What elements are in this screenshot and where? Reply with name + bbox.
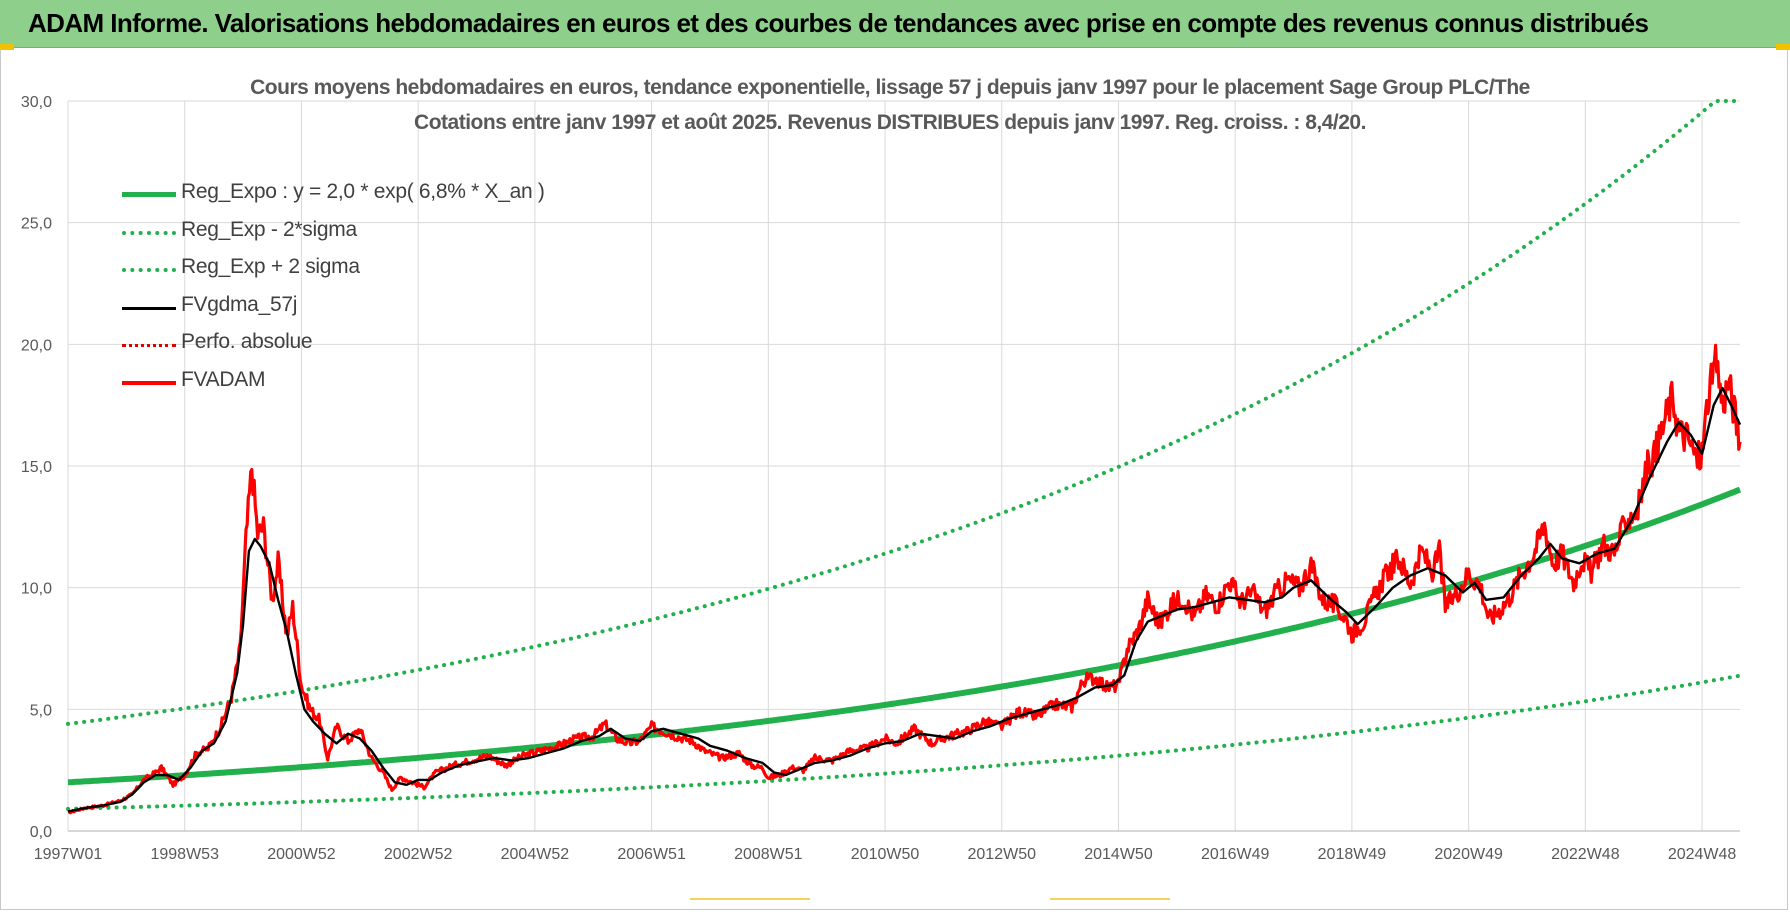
x-tick-label: 2018W49: [1318, 846, 1387, 863]
corner-marker-right: [1776, 44, 1790, 50]
y-tick-label: 15,0: [21, 459, 52, 476]
series-reg-exp-plus-2sigma: [66, 99, 1742, 726]
bottom-accent-right: [1050, 898, 1170, 900]
x-tick-label: 2002W52: [384, 846, 453, 863]
legend-label-fvgdma: FVgdma_57j: [181, 292, 298, 316]
legend-swatch-perfo: [122, 344, 176, 347]
bottom-accent-left: [690, 898, 810, 900]
x-tick-label: 1997W01: [34, 846, 103, 863]
x-tick-label: 2006W51: [617, 846, 686, 863]
x-tick-label: 2010W50: [851, 846, 920, 863]
legend-swatch-reg-exp-plus: [122, 268, 176, 272]
y-tick-label: 0,0: [30, 824, 52, 841]
header-banner: ADAM Informe. Valorisations hebdomadaire…: [0, 0, 1790, 48]
legend-label-reg-expo: Reg_Expo : y = 2,0 * exp( 6,8% * X_an ): [181, 180, 545, 203]
series-reg-exp-minus-2sigma: [66, 673, 1742, 811]
series-fvgdma-57j: [67, 386, 1742, 813]
y-tick-label: 20,0: [21, 337, 52, 354]
chart-title-line-1: Cours moyens hebdomadaires en euros, ten…: [250, 76, 1530, 99]
corner-marker-left: [0, 44, 14, 50]
y-tick-label: 25,0: [21, 216, 52, 233]
legend-swatch-reg-expo: [122, 192, 176, 197]
legend-label-reg-exp-plus: Reg_Exp + 2 sigma: [181, 255, 360, 278]
legend-swatch-fvadam: [122, 380, 176, 385]
y-tick-label: 10,0: [21, 581, 52, 598]
legend-label-fvadam: FVADAM: [181, 367, 266, 391]
legend-label-perfo: Perfo. absolue: [181, 330, 313, 353]
page-title: ADAM Informe. Valorisations hebdomadaire…: [28, 8, 1649, 38]
x-tick-label: 2024W48: [1668, 846, 1737, 863]
x-tick-label: 2012W50: [968, 846, 1037, 863]
y-tick-label: 5,0: [30, 702, 52, 719]
x-tick-label: 1998W53: [150, 846, 219, 863]
x-tick-label: 2016W49: [1201, 846, 1270, 863]
x-tick-label: 2020W49: [1434, 846, 1503, 863]
x-tick-label: 2014W50: [1084, 846, 1153, 863]
series-layer: [66, 99, 1742, 815]
legend-swatch-reg-exp-minus: [122, 230, 176, 235]
x-tick-label: 2022W48: [1551, 846, 1620, 863]
axis-labels: 0,0 5,0 10,0 15,0 20,0 25,0 30,0 1997W01 1998W53…: [21, 94, 1737, 863]
x-tick-label: 2000W52: [267, 846, 336, 863]
legend-label-reg-exp-minus: Reg_Exp - 2*sigma: [181, 217, 357, 241]
chart-title-line-2: Cotations entre janv 1997 et août 2025. …: [414, 111, 1366, 134]
legend-swatch-fvgdma: [122, 306, 176, 310]
x-tick-label: 2008W51: [734, 846, 803, 863]
x-tick-label: 2004W52: [501, 846, 570, 863]
y-tick-label: 30,0: [21, 94, 52, 111]
